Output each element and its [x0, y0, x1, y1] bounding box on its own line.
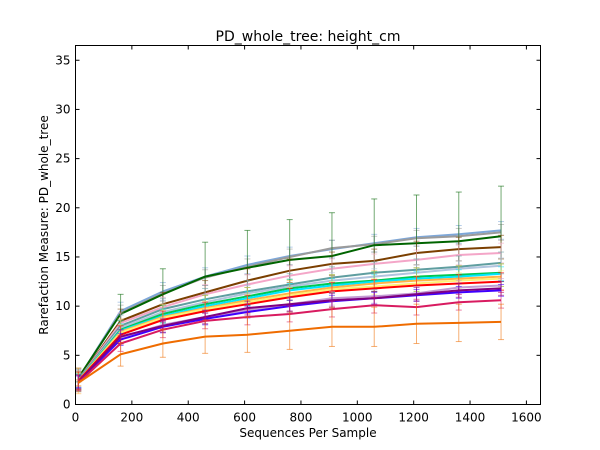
plot-area: [75, 185, 505, 395]
x-tick-label: 1000: [342, 411, 373, 425]
x-tick-label: 1600: [511, 411, 542, 425]
x-tick-label: 200: [120, 411, 143, 425]
chart-title: PD_whole_tree: height_cm: [216, 29, 401, 45]
series-16: [75, 303, 505, 387]
y-tick-label: 25: [55, 152, 70, 166]
x-axis: 0 200 400 600 800 1000 1200 1400 1600: [72, 45, 542, 425]
y-tick-label: 5: [63, 348, 71, 362]
y-tick-label: 10: [55, 299, 70, 313]
x-tick-label: 0: [72, 411, 80, 425]
x-tick-label: 800: [290, 411, 313, 425]
y-axis-title: Rarefaction Measure: PD_whole_tree: [37, 115, 51, 334]
series-line: [77, 320, 502, 384]
plot-frame: [75, 45, 541, 405]
x-axis-title: Sequences Per Sample: [239, 426, 376, 440]
x-tick-label: 400: [177, 411, 200, 425]
series-line: [77, 287, 502, 383]
y-tick-label: 30: [55, 102, 70, 116]
y-tick-label: 0: [63, 398, 71, 412]
y-tick-label: 15: [55, 250, 70, 264]
x-tick-label: 1400: [455, 411, 486, 425]
x-tick-label: 1200: [398, 411, 429, 425]
y-tick-label: 20: [55, 201, 70, 215]
y-tick-label: 35: [55, 53, 70, 67]
y-axis: 0 5 10 15 20 25 30 35: [55, 53, 541, 412]
x-tick-label: 600: [233, 411, 256, 425]
